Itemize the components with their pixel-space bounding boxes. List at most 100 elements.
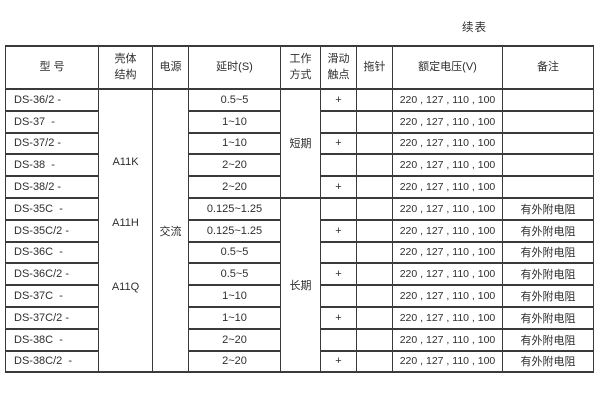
needle-cell	[356, 131, 393, 156]
voltage-cell: 220 , 127 , 110 , 100	[392, 218, 503, 243]
header-shell-structure: 壳体 结构	[98, 45, 153, 90]
needle-cell	[356, 218, 393, 243]
shell-group-label: A11K	[112, 156, 139, 168]
header-delay: 延时(S)	[188, 45, 281, 90]
needle-cell	[356, 175, 393, 199]
slide-contact-cell: +	[320, 262, 357, 287]
note-cell: 有外附电阻	[502, 262, 594, 287]
table-row: DS-38/2 - 2~20 + 220 , 127 , 110 , 100	[5, 175, 594, 199]
voltage-cell: 220 , 127 , 110 , 100	[392, 305, 503, 330]
slide-contact-cell	[320, 240, 357, 265]
needle-cell	[356, 305, 393, 330]
model-cell: DS-37C -	[5, 284, 99, 308]
header-note: 备注	[502, 45, 594, 90]
slide-contact-cell: +	[320, 88, 357, 112]
voltage-cell: 220 , 127 , 110 , 100	[392, 131, 503, 156]
needle-cell	[356, 109, 393, 134]
needle-cell	[356, 88, 393, 112]
header-needle: 拖针	[356, 45, 393, 90]
spec-table: 型 号 壳体 结构 电源 延时(S) 工作 方式 滑动 触点 拖针 额定电压(V…	[5, 45, 594, 374]
slide-contact-cell	[320, 153, 357, 178]
needle-cell	[356, 327, 393, 352]
slide-contact-cell	[320, 196, 357, 221]
header-slide-contact: 滑动 触点	[320, 45, 357, 90]
table-row: DS-37C/2 - 1~10 + 220 , 127 , 110 , 100 …	[5, 305, 594, 330]
needle-cell	[356, 349, 393, 374]
model-cell: DS-37 -	[5, 109, 99, 134]
model-cell: DS-36C -	[5, 240, 99, 265]
delay-cell: 2~20	[188, 327, 281, 352]
voltage-cell: 220 , 127 , 110 , 100	[392, 88, 503, 112]
model-cell: DS-38 -	[5, 153, 99, 178]
voltage-cell: 220 , 127 , 110 , 100	[392, 153, 503, 178]
power-cell: 交流	[152, 87, 189, 374]
delay-cell: 1~10	[188, 284, 281, 308]
model-cell: DS-37/2 -	[5, 131, 99, 156]
work-mode-short-cell: 短期	[280, 88, 321, 199]
delay-cell: 0.125~1.25	[188, 218, 281, 243]
table-row: DS-38 - 2~20 220 , 127 , 110 , 100	[5, 153, 594, 178]
delay-cell: 1~10	[188, 109, 281, 134]
table-row: DS-38C/2 - 2~20 + 220 , 127 , 110 , 100 …	[5, 349, 594, 374]
table-row: DS-37/2 - 1~10 + 220 , 127 , 110 , 100	[5, 131, 594, 156]
shell-group-label: A11H	[112, 217, 139, 229]
note-cell	[502, 153, 594, 178]
note-cell: 有外附电阻	[502, 284, 594, 308]
header-shell-line2: 结构	[114, 68, 137, 81]
needle-cell	[356, 262, 393, 287]
voltage-cell: 220 , 127 , 110 , 100	[392, 196, 503, 221]
header-model: 型 号	[5, 45, 99, 90]
header-row: 型 号 壳体 结构 电源 延时(S) 工作 方式 滑动 触点 拖针 额定电压(V…	[5, 45, 594, 90]
note-cell: 有外附电阻	[502, 349, 594, 374]
model-cell: DS-38C -	[5, 327, 99, 352]
table-row: DS-35C - 0.125~1.25 长期 220 , 127 , 110 ,…	[5, 196, 594, 374]
slide-contact-cell: +	[320, 349, 357, 374]
delay-cell: 0.5~5	[188, 88, 281, 112]
table-row: DS-36C - 0.5~5 220 , 127 , 110 , 100 有外附…	[5, 240, 594, 265]
delay-cell: 0.5~5	[188, 240, 281, 265]
voltage-cell: 220 , 127 , 110 , 100	[392, 240, 503, 265]
model-cell: DS-37C/2 -	[5, 305, 99, 330]
table-row: DS-37C - 1~10 220 , 127 , 110 , 100 有外附电…	[5, 284, 594, 308]
slide-contact-cell	[320, 109, 357, 134]
header-work-line1: 工作	[289, 52, 312, 65]
slide-contact-cell	[320, 284, 357, 308]
slide-contact-cell	[320, 327, 357, 352]
voltage-cell: 220 , 127 , 110 , 100	[392, 262, 503, 287]
voltage-cell: 220 , 127 , 110 , 100	[392, 175, 503, 199]
model-cell: DS-36/2 -	[5, 88, 99, 112]
needle-cell	[356, 196, 393, 221]
delay-cell: 2~20	[188, 153, 281, 178]
needle-cell	[356, 153, 393, 178]
slide-contact-cell: +	[320, 218, 357, 243]
model-cell: DS-35C/2 -	[5, 218, 99, 243]
note-cell: 有外附电阻	[502, 327, 594, 352]
slide-contact-cell: +	[320, 131, 357, 156]
header-slide-line2: 触点	[327, 68, 350, 81]
voltage-cell: 220 , 127 , 110 , 100	[392, 109, 503, 134]
note-cell	[502, 88, 594, 112]
header-power: 电源	[152, 45, 189, 90]
continued-table-label: 续表	[462, 22, 487, 34]
voltage-cell: 220 , 127 , 110 , 100	[392, 349, 503, 374]
note-cell	[502, 131, 594, 156]
table-row: DS-37 - 1~10 220 , 127 , 110 , 100	[5, 109, 594, 134]
header-voltage: 额定电压(V)	[392, 45, 503, 90]
table-row: DS-35C/2 - 0.125~1.25 + 220 , 127 , 110 …	[5, 218, 594, 243]
slide-contact-cell: +	[320, 175, 357, 199]
note-cell	[502, 175, 594, 199]
slide-contact-cell: +	[320, 305, 357, 330]
delay-cell: 2~20	[188, 349, 281, 374]
delay-cell: 0.125~1.25	[188, 196, 281, 221]
model-cell: DS-36C/2 -	[5, 262, 99, 287]
shell-group-label: A11Q	[111, 281, 140, 293]
header-work-mode: 工作 方式	[280, 45, 321, 90]
header-work-line2: 方式	[289, 68, 312, 81]
shell-structure-cell: A11K A11H A11Q	[98, 87, 153, 374]
note-cell	[502, 109, 594, 134]
needle-cell	[356, 240, 393, 265]
delay-cell: 2~20	[188, 175, 281, 199]
header-shell-line1: 壳体	[114, 52, 137, 65]
model-cell: DS-35C -	[5, 196, 99, 221]
